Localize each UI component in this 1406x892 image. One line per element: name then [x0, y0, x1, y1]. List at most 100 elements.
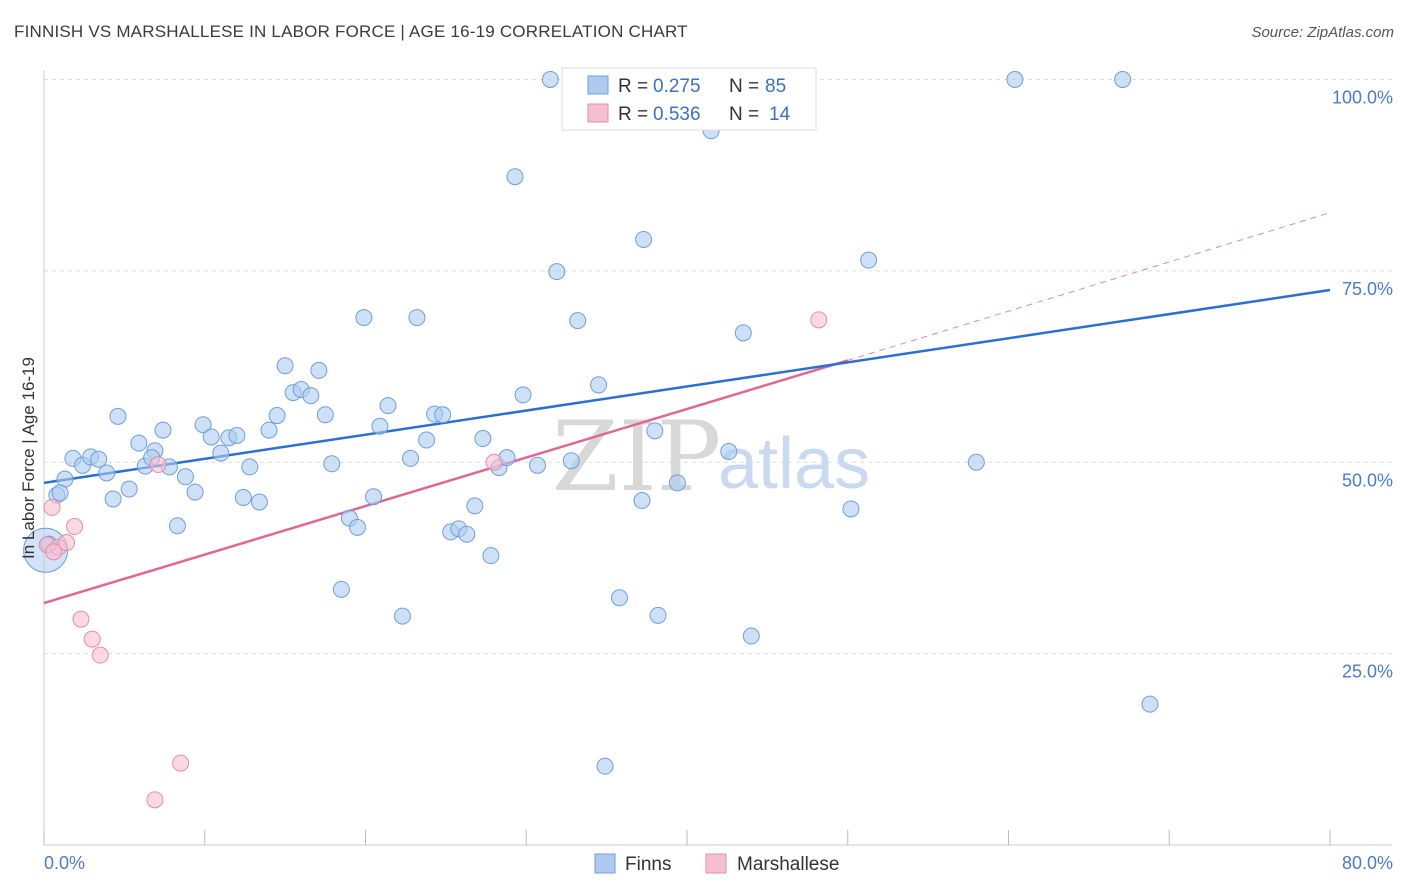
- finns-point-53: [474, 430, 492, 448]
- finns-point-39: [355, 309, 373, 327]
- finns-point-66: [610, 589, 628, 607]
- finns-point-9: [109, 407, 127, 425]
- finns-point-61: [548, 263, 566, 281]
- marshallese-point-5: [72, 610, 90, 628]
- legend-finns-n-value: 85: [765, 76, 786, 97]
- y-axis-tick-labels: 100.0% 75.0% 50.0% 25.0%: [1332, 88, 1393, 682]
- finns-point-11: [130, 434, 148, 452]
- y-tick-label-25: 25.0%: [1342, 662, 1393, 682]
- finns-point-23: [228, 426, 246, 444]
- finns-point-28: [268, 407, 286, 425]
- finns-point-62: [562, 452, 580, 470]
- finns-point-69: [635, 230, 653, 248]
- axes: [43, 70, 1392, 846]
- finns-point-71: [649, 606, 667, 624]
- finns-point-19: [194, 416, 212, 434]
- y-tick-label-100: 100.0%: [1332, 88, 1393, 108]
- correlation-legend: R = 0.275 N = 85 R = 0.536 N = 14: [561, 67, 817, 131]
- source-label: Source: ZipAtlas.com: [1251, 24, 1394, 41]
- legend-marshallese-r-value: 0.536: [653, 104, 701, 125]
- chart-title: FINNISH VS MARSHALLESE IN LABOR FORCE | …: [14, 22, 688, 41]
- finns-point-32: [302, 387, 320, 405]
- marshallese-trend-line: [43, 359, 849, 605]
- finns-point-77: [842, 500, 860, 518]
- legend-finns-r-label: R =: [618, 76, 648, 97]
- finns-point-35: [323, 455, 341, 473]
- marshallese-point-8: [172, 754, 190, 772]
- legend-marshallese-n-label: N =: [729, 104, 759, 125]
- x-axis-ticks: [43, 830, 1331, 845]
- finns-point-80: [1006, 71, 1024, 88]
- finns-point-76: [742, 627, 760, 645]
- marshallese-point-10: [149, 456, 167, 474]
- finns-point-59: [529, 456, 547, 474]
- marshallese-trend-extension: [847, 212, 1331, 361]
- finns-point-57: [506, 168, 524, 186]
- trend-lines: [43, 212, 1331, 605]
- finns-point-10: [120, 480, 138, 498]
- finns-point-52: [466, 497, 484, 515]
- bottom-legend-finns-label: Finns: [625, 854, 671, 875]
- finns-point-79: [967, 453, 985, 471]
- legend-finns-r-value: 0.275: [653, 76, 701, 97]
- finns-point-38: [348, 518, 366, 536]
- finns-point-17: [176, 468, 194, 486]
- finns-point-36: [332, 580, 350, 598]
- finns-trend-line: [43, 288, 1331, 485]
- finns-point-18: [186, 483, 204, 501]
- y-tick-label-50: 50.0%: [1342, 470, 1393, 490]
- x-tick-label-80: 80.0%: [1342, 853, 1393, 873]
- finns-point-68: [633, 492, 651, 510]
- marshallese-point-3: [58, 534, 76, 552]
- finns-point-7: [98, 464, 116, 482]
- finns-point-48: [434, 406, 452, 424]
- marshallese-point-9: [146, 791, 164, 809]
- finns-point-75: [734, 324, 752, 342]
- marshallese-point-11: [485, 453, 503, 471]
- finns-point-45: [408, 309, 426, 327]
- finns-point-8: [104, 490, 122, 508]
- finns-point-34: [316, 406, 334, 424]
- finns-point-14: [154, 421, 172, 439]
- finns-point-33: [310, 361, 328, 379]
- finns-point-70: [646, 422, 664, 440]
- finns-point-42: [379, 397, 397, 415]
- watermark: ZIP atlas: [552, 401, 870, 513]
- finns-point-44: [402, 449, 420, 467]
- finns-point-6: [90, 450, 108, 468]
- legend-finns-n-label: N =: [729, 76, 759, 97]
- legend-marshallese-r-label: R =: [618, 104, 648, 125]
- marshallese-points: [38, 311, 828, 809]
- legend-marshallese-swatch: [587, 103, 609, 123]
- finns-point-81: [1114, 71, 1132, 88]
- finns-point-83: [51, 484, 69, 502]
- finns-point-82: [1141, 695, 1159, 713]
- finns-point-16: [168, 517, 186, 535]
- finns-point-58: [514, 386, 532, 404]
- finns-point-41: [371, 417, 389, 435]
- marshallese-point-7: [91, 646, 109, 664]
- finns-point-63: [569, 312, 587, 330]
- marshallese-point-13: [45, 543, 63, 561]
- finns-point-29: [276, 357, 294, 375]
- finns-point-72: [668, 474, 686, 492]
- watermark-atlas: atlas: [718, 424, 870, 504]
- finns-point-74: [720, 443, 738, 461]
- finns-point-26: [250, 493, 268, 511]
- bottom-legend-marshallese-label: Marshallese: [737, 854, 839, 875]
- y-axis-title: In Labor Force | Age 16-19: [19, 357, 38, 559]
- finns-point-21: [212, 444, 230, 462]
- finns-point-20: [202, 428, 220, 446]
- bottom-legend-finns-swatch: [594, 853, 616, 874]
- finns-point-40: [365, 488, 383, 506]
- legend-marshallese-n-value: 14: [769, 104, 791, 125]
- grid-lines: [44, 79, 1392, 655]
- y-tick-label-75: 75.0%: [1342, 279, 1393, 299]
- marshallese-point-4: [66, 518, 84, 536]
- bottom-legend-marshallese-swatch: [705, 853, 727, 874]
- finns-point-60: [541, 71, 559, 88]
- finns-point-27: [260, 421, 278, 439]
- finns-point-46: [418, 431, 436, 449]
- legend-finns-swatch: [587, 75, 609, 95]
